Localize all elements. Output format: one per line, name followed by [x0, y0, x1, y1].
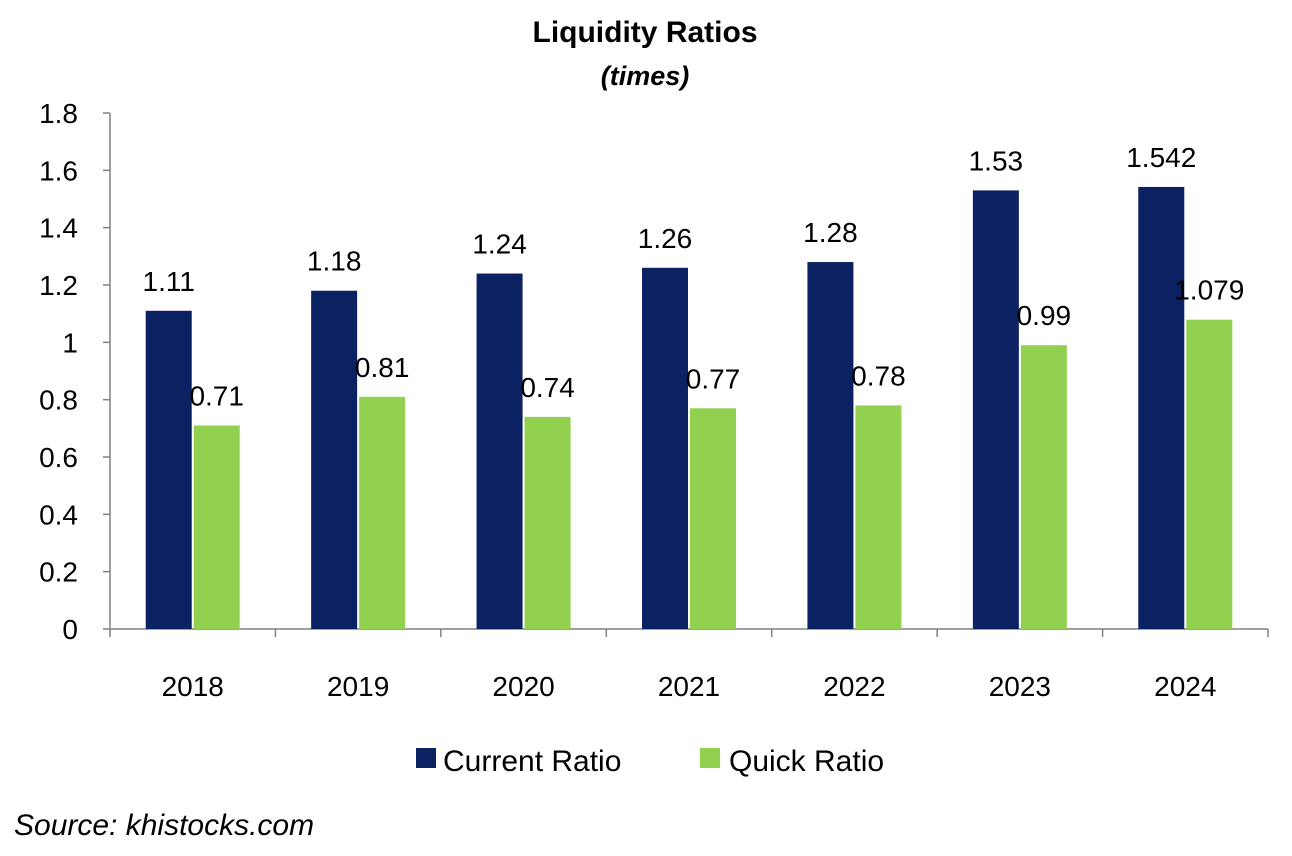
- data-label-quick-ratio: 0.81: [355, 352, 410, 383]
- data-label-current-ratio: 1.24: [472, 229, 527, 260]
- data-label-quick-ratio: 0.78: [851, 360, 906, 391]
- bar-current-ratio: [642, 267, 688, 629]
- plot-area: 00.20.40.60.811.21.41.61.820181.110.7120…: [39, 98, 1269, 702]
- data-label-current-ratio: 1.53: [969, 145, 1024, 176]
- y-tick-label: 1: [62, 327, 78, 358]
- bar-current-ratio: [1138, 186, 1185, 629]
- y-tick-label: 0.4: [39, 499, 78, 530]
- x-tick-label: 2018: [162, 671, 224, 702]
- bar-quick-ratio: [1020, 345, 1067, 629]
- y-tick-label: 0: [62, 614, 78, 645]
- legend-swatch-current-ratio: [416, 748, 436, 768]
- bar-current-ratio: [311, 290, 358, 629]
- bar-current-ratio: [145, 310, 192, 629]
- legend-label-current-ratio: Current Ratio: [443, 745, 621, 778]
- data-label-current-ratio: 1.26: [638, 223, 693, 254]
- x-tick-label: 2021: [658, 671, 720, 702]
- bar-quick-ratio: [193, 425, 240, 629]
- chart-title: Liquidity Ratios: [533, 16, 758, 49]
- x-tick-label: 2020: [492, 671, 554, 702]
- bar-current-ratio: [476, 273, 523, 629]
- bar-quick-ratio: [524, 416, 571, 629]
- bar-current-ratio: [972, 190, 1019, 629]
- x-tick-label: 2019: [327, 671, 389, 702]
- bar-quick-ratio: [1186, 319, 1233, 629]
- bar-quick-ratio: [690, 408, 736, 629]
- legend-label-quick-ratio: Quick Ratio: [729, 745, 884, 778]
- legend: Current Ratio Quick Ratio: [416, 745, 884, 778]
- data-label-quick-ratio: 0.71: [189, 380, 244, 411]
- data-label-current-ratio: 1.11: [143, 266, 195, 297]
- data-label-current-ratio: 1.542: [1126, 142, 1196, 173]
- data-label-quick-ratio: 0.99: [1017, 300, 1072, 331]
- source-note: Source: khistocks.com: [14, 809, 314, 842]
- legend-swatch-quick-ratio: [700, 748, 720, 768]
- x-tick-label: 2024: [1154, 671, 1216, 702]
- bar-quick-ratio: [359, 396, 406, 629]
- y-tick-label: 0.8: [39, 385, 78, 416]
- y-tick-label: 1.2: [39, 270, 78, 301]
- data-label-quick-ratio: 0.74: [520, 372, 575, 403]
- data-label-quick-ratio: 0.77: [686, 363, 741, 394]
- y-tick-label: 1.4: [39, 213, 78, 244]
- data-label-quick-ratio: 1.079: [1174, 275, 1244, 306]
- data-label-current-ratio: 1.28: [803, 217, 858, 248]
- y-tick-label: 0.6: [39, 442, 78, 473]
- y-tick-label: 0.2: [39, 557, 78, 588]
- chart-subtitle: (times): [601, 61, 690, 91]
- y-tick-label: 1.8: [39, 98, 78, 129]
- bar-current-ratio: [807, 262, 854, 629]
- y-tick-label: 1.6: [39, 155, 78, 186]
- bar-quick-ratio: [855, 405, 902, 629]
- x-tick-label: 2022: [823, 671, 885, 702]
- x-tick-label: 2023: [989, 671, 1051, 702]
- data-label-current-ratio: 1.18: [307, 246, 362, 277]
